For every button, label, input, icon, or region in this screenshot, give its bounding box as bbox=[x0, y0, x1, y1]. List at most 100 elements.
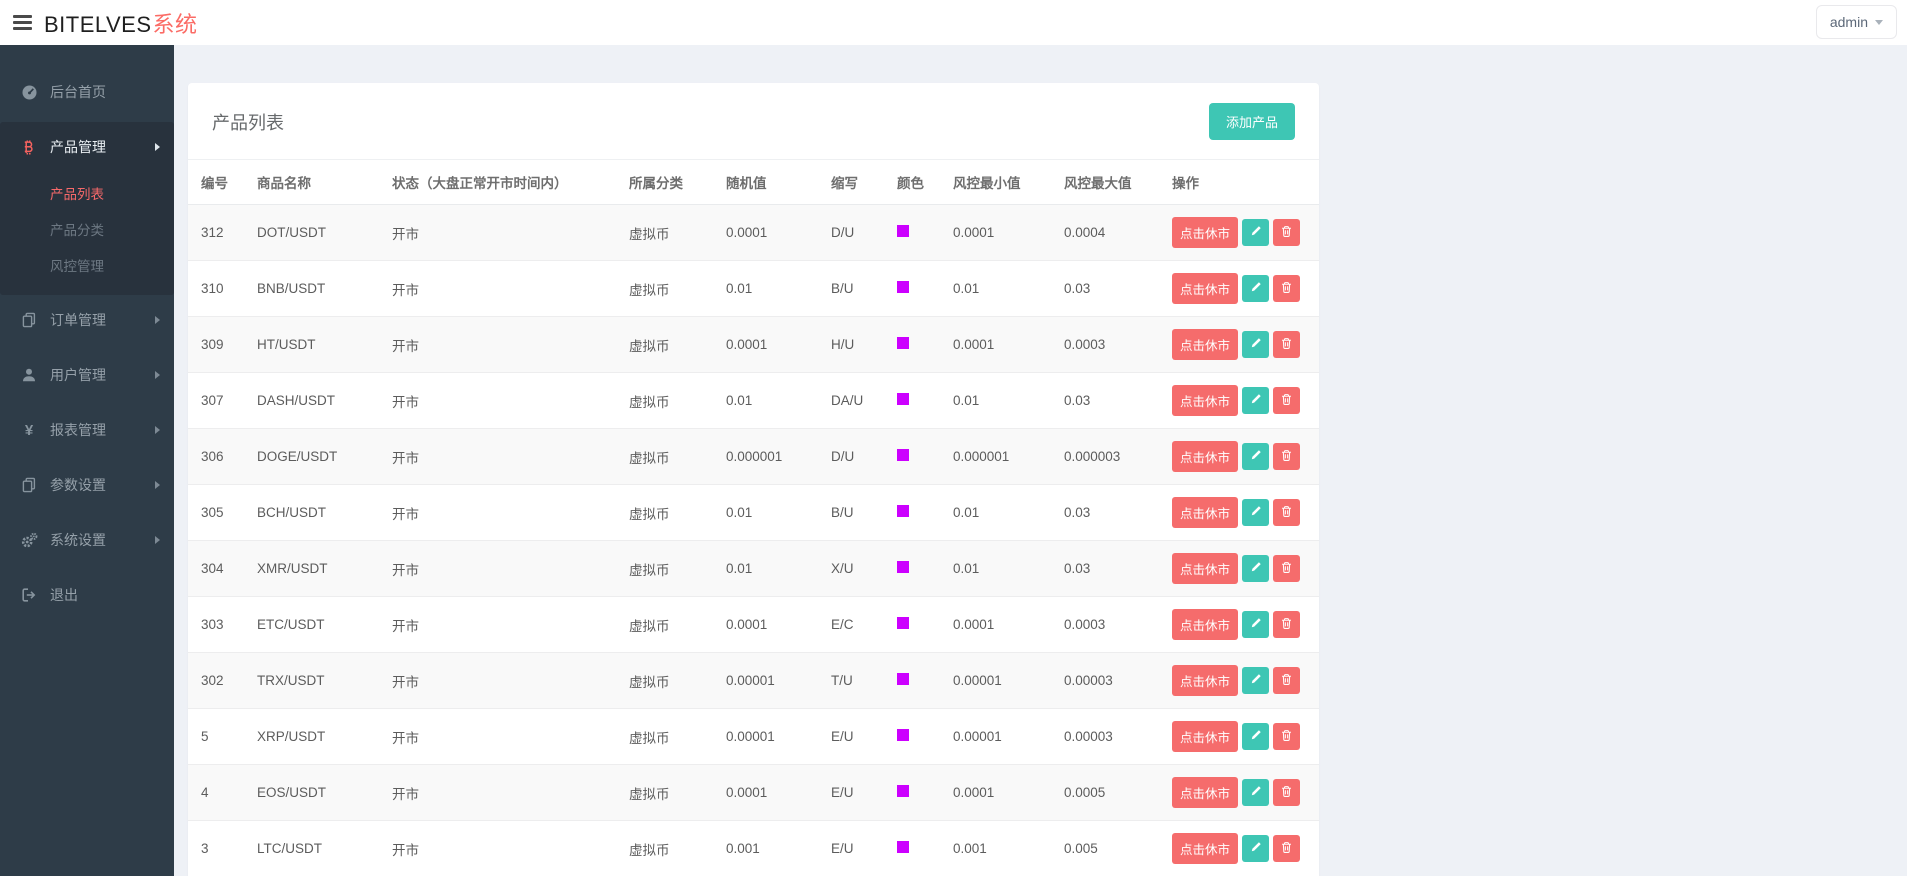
sidebar-item-dashboard[interactable]: 后台首页 bbox=[0, 67, 174, 117]
sidebar-item-users[interactable]: 用户管理 bbox=[0, 350, 174, 400]
cell-id: 302 bbox=[188, 652, 249, 709]
sidebar-subitem-product-list[interactable]: 产品列表 bbox=[50, 187, 104, 202]
table-row: 309 HT/USDT 开市 虚拟币 0.0001 H/U 0.0001 0.0003 点击休市 bbox=[188, 316, 1319, 373]
close-market-button[interactable]: 点击休市 bbox=[1172, 497, 1239, 528]
delete-button[interactable] bbox=[1273, 443, 1301, 470]
edit-icon bbox=[1250, 729, 1262, 744]
close-market-button[interactable]: 点击休市 bbox=[1172, 273, 1239, 304]
color-swatch bbox=[897, 617, 909, 629]
delete-button[interactable] bbox=[1273, 275, 1301, 302]
sidebar-item-logout[interactable]: 退出 bbox=[0, 570, 174, 620]
delete-button[interactable] bbox=[1273, 387, 1301, 414]
cell-status: 开市 bbox=[384, 372, 621, 429]
edit-button[interactable] bbox=[1242, 835, 1270, 862]
cell-abbr: B/U bbox=[823, 484, 889, 541]
sidebar-subitem-product-category[interactable]: 产品分类 bbox=[50, 223, 104, 238]
cell-category: 虚拟币 bbox=[621, 316, 718, 373]
close-market-button[interactable]: 点击休市 bbox=[1172, 553, 1239, 584]
edit-button[interactable] bbox=[1242, 779, 1270, 806]
edit-button[interactable] bbox=[1242, 331, 1270, 358]
cell-name: DOT/USDT bbox=[249, 204, 384, 261]
delete-button[interactable] bbox=[1273, 555, 1301, 582]
cell-min: 0.000001 bbox=[945, 428, 1056, 485]
cell-id: 312 bbox=[188, 204, 249, 261]
cell-max: 0.005 bbox=[1056, 820, 1164, 876]
table-row: 305 BCH/USDT 开市 虚拟币 0.01 B/U 0.01 0.03 点击休市 bbox=[188, 484, 1319, 541]
edit-button[interactable] bbox=[1242, 275, 1270, 302]
color-swatch bbox=[897, 449, 909, 461]
cell-id: 306 bbox=[188, 428, 249, 485]
add-product-button[interactable]: 添加产品 bbox=[1208, 103, 1295, 140]
cell-min: 0.01 bbox=[945, 372, 1056, 429]
close-market-button[interactable]: 点击休市 bbox=[1172, 665, 1239, 696]
delete-button[interactable] bbox=[1273, 667, 1301, 694]
sidebar-item-label: 产品管理 bbox=[50, 139, 106, 155]
cell-abbr: X/U bbox=[823, 540, 889, 597]
edit-button[interactable] bbox=[1242, 555, 1270, 582]
delete-button[interactable] bbox=[1273, 611, 1301, 638]
user-name: admin bbox=[1829, 14, 1868, 30]
hamburger-menu-icon[interactable] bbox=[0, 0, 44, 45]
edit-button[interactable] bbox=[1242, 443, 1270, 470]
delete-button[interactable] bbox=[1273, 723, 1301, 750]
trash-icon bbox=[1280, 505, 1293, 521]
sidebar-subitem-risk-management[interactable]: 风控管理 bbox=[50, 259, 104, 274]
chevron-down-icon bbox=[1875, 19, 1883, 25]
sidebar-item-system[interactable]: 系统设置 bbox=[0, 515, 174, 565]
cell-status: 开市 bbox=[384, 260, 621, 317]
edit-button[interactable] bbox=[1242, 611, 1270, 638]
cell-actions: 点击休市 bbox=[1164, 764, 1319, 821]
color-swatch bbox=[897, 841, 909, 853]
main-content: 产品列表 添加产品 编号 商品名称 状态（大盘正常开市时间内） 所属分类 随机值 缩写 颜色… bbox=[174, 45, 1907, 876]
cell-id: 303 bbox=[188, 596, 249, 653]
color-swatch bbox=[897, 785, 909, 797]
delete-button[interactable] bbox=[1273, 779, 1301, 806]
bitcoin-icon bbox=[17, 139, 41, 156]
trash-icon bbox=[1280, 225, 1293, 241]
sidebar-item-orders[interactable]: 订单管理 bbox=[0, 295, 174, 345]
cell-name: DOGE/USDT bbox=[249, 428, 384, 485]
close-market-button[interactable]: 点击休市 bbox=[1172, 329, 1239, 360]
sidebar-item-parameters[interactable]: 参数设置 bbox=[0, 460, 174, 510]
logo-text: BITELVES bbox=[44, 11, 152, 37]
trash-icon bbox=[1280, 785, 1293, 801]
cell-status: 开市 bbox=[384, 428, 621, 485]
delete-button[interactable] bbox=[1273, 835, 1301, 862]
edit-button[interactable] bbox=[1242, 219, 1270, 246]
edit-button[interactable] bbox=[1242, 667, 1270, 694]
trash-icon bbox=[1280, 841, 1293, 857]
sidebar-item-reports[interactable]: ¥ 报表管理 bbox=[0, 405, 174, 455]
table-row: 302 TRX/USDT 开市 虚拟币 0.00001 T/U 0.00001 0.00003… bbox=[188, 652, 1319, 709]
close-market-button[interactable]: 点击休市 bbox=[1172, 609, 1239, 640]
delete-button[interactable] bbox=[1273, 499, 1301, 526]
delete-button[interactable] bbox=[1273, 219, 1301, 246]
edit-icon bbox=[1250, 337, 1262, 352]
close-market-button[interactable]: 点击休市 bbox=[1172, 777, 1239, 808]
edit-button[interactable] bbox=[1242, 499, 1270, 526]
cell-abbr: E/U bbox=[823, 820, 889, 876]
params-icon bbox=[17, 477, 41, 493]
chevron-right-icon bbox=[155, 316, 160, 324]
cell-abbr: B/U bbox=[823, 260, 889, 317]
cell-min: 0.01 bbox=[945, 484, 1056, 541]
cell-min: 0.0001 bbox=[945, 764, 1056, 821]
user-dropdown[interactable]: admin bbox=[1815, 5, 1897, 39]
edit-button[interactable] bbox=[1242, 723, 1270, 750]
sidebar-item-label: 参数设置 bbox=[50, 477, 106, 493]
close-market-button[interactable]: 点击休市 bbox=[1172, 385, 1239, 416]
edit-button[interactable] bbox=[1242, 387, 1270, 414]
cell-random: 0.000001 bbox=[718, 428, 823, 485]
cell-name: HT/USDT bbox=[249, 316, 384, 373]
close-market-button[interactable]: 点击休市 bbox=[1172, 217, 1239, 248]
delete-button[interactable] bbox=[1273, 331, 1301, 358]
cell-max: 0.03 bbox=[1056, 260, 1164, 317]
cell-status: 开市 bbox=[384, 316, 621, 373]
app-logo: BITELVES 系统 bbox=[44, 7, 198, 39]
close-market-button[interactable]: 点击休市 bbox=[1172, 721, 1239, 752]
sidebar-item-products[interactable]: 产品管理 bbox=[0, 122, 174, 172]
edit-icon bbox=[1250, 785, 1262, 800]
close-market-button[interactable]: 点击休市 bbox=[1172, 833, 1239, 864]
close-market-button[interactable]: 点击休市 bbox=[1172, 441, 1239, 472]
cell-name: BNB/USDT bbox=[249, 260, 384, 317]
cell-color bbox=[889, 204, 945, 261]
